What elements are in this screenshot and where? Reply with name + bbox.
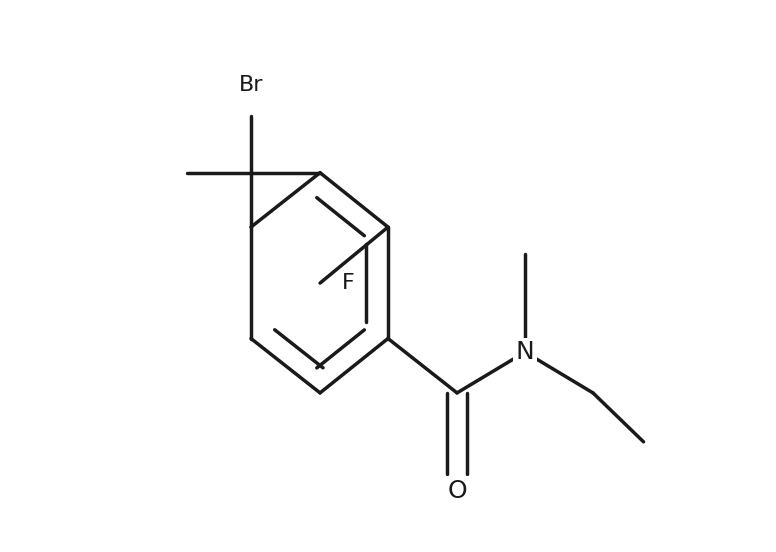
Text: Br: Br <box>239 75 263 95</box>
Text: O: O <box>447 479 467 503</box>
Text: F: F <box>341 273 355 293</box>
Text: N: N <box>515 340 535 364</box>
